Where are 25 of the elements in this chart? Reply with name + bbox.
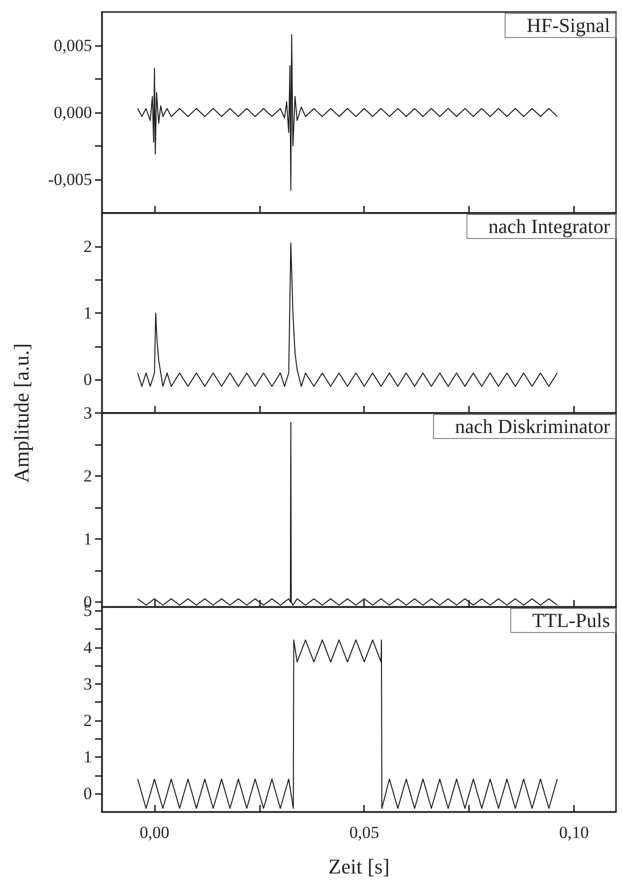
line-series bbox=[137, 639, 558, 809]
y-tick-label: 1 bbox=[84, 304, 92, 322]
chart-title: HF-Signal bbox=[526, 15, 610, 37]
y-tick-label: 2 bbox=[84, 466, 92, 486]
y-tick-label: 2 bbox=[84, 710, 92, 730]
y-tick-label: 4 bbox=[84, 638, 92, 657]
x-axis-title: Zeit [s] bbox=[328, 854, 390, 878]
y-axis-title: Amplitude [a.u.] bbox=[10, 343, 34, 483]
x-tick-label: 0,05 bbox=[349, 823, 380, 842]
y-tick-label: -0,005 bbox=[48, 170, 92, 189]
chart-title: TTL-Puls bbox=[532, 610, 610, 632]
line-series bbox=[137, 242, 558, 387]
chart-title: nach Integrator bbox=[488, 216, 610, 238]
chart-title: nach Diskriminator bbox=[455, 416, 610, 438]
x-tick-label: 0,00 bbox=[140, 823, 170, 842]
y-tick-label: 1 bbox=[84, 529, 92, 548]
y-tick-label: 0 bbox=[84, 370, 92, 390]
y-tick-label: 0,000 bbox=[54, 103, 92, 122]
y-tick-label: 3 bbox=[84, 674, 92, 694]
y-tick-label: 0,005 bbox=[54, 36, 92, 55]
x-tick-label: 0,10 bbox=[559, 823, 589, 842]
y-tick-label: 1 bbox=[84, 748, 92, 767]
y-tick-label: 0 bbox=[84, 784, 92, 804]
y-tick-label: 3 bbox=[84, 404, 92, 422]
y-tick-label: 2 bbox=[84, 236, 92, 256]
